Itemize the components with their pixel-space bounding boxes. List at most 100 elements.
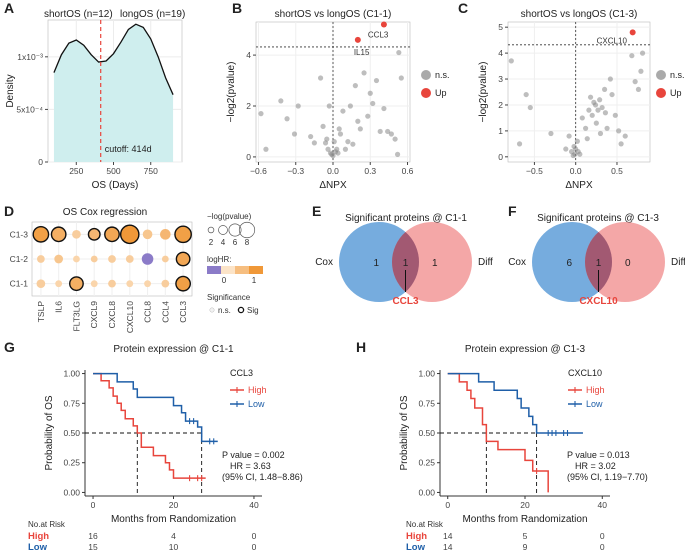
density-area [53,24,174,162]
ns-point [577,151,583,157]
stat-line: (95% CI, 1.48−8.86) [222,472,303,482]
legend-ns-label: n.s. [670,70,685,80]
column-label: CCL8 [143,301,153,323]
risk-count: 14 [443,542,453,552]
x-tick-label: 0.3 [364,166,376,176]
panel-letter-e: E [312,203,321,219]
cutoff-label: cutoff: 414d [105,144,152,154]
x-axis-label: ΔNPX [319,180,347,191]
y-tick-label: 0.25 [418,458,435,468]
sig-legend-title: Significance [207,293,251,302]
legend-label-low: Low [586,399,603,409]
y-tick-label: 5 [498,22,503,32]
risk-count: 0 [600,542,605,552]
size-legend-circle [238,221,256,239]
ns-point [587,94,594,100]
x-tick-label: 20 [520,500,530,510]
risk-count: 0 [252,531,257,541]
row-label: C1-3 [10,229,29,239]
ns-point [516,141,523,147]
x-tick-label: 0 [91,500,96,510]
ns-point [595,107,601,113]
risk-count: 9 [523,542,528,552]
ns-point [574,138,580,144]
panel-letter-h: H [356,339,366,355]
ns-point [548,130,554,137]
stat-line: P value = 0.002 [222,450,285,460]
bubble [108,279,116,288]
ns-point [618,141,624,147]
ns-point [355,118,361,124]
bubble [55,280,63,288]
legend-up-swatch [656,88,666,98]
risk-count: 5 [523,531,528,541]
x-axis-label: Months from Randomization [462,514,587,525]
bubble [90,255,98,263]
x-tick-label: 40 [249,500,259,510]
y-tick-label: 0 [38,157,43,167]
venn-c1-3: Significant proteins @ C1-3 Cox Diff 6 1 0 CXC… [508,213,685,307]
y-axis-label: Density [5,74,16,107]
ns-point [593,120,599,126]
color-legend-mid [235,266,249,274]
column-label: CXCL9 [89,301,99,329]
ns-point [325,146,331,152]
legend-label-low: Low [248,399,265,409]
ns-point [635,86,642,93]
size-legend-circle [218,225,228,235]
risk-row-label: Low [28,542,48,553]
color-legend-zero [221,266,235,274]
ns-point [396,49,402,56]
y-tick-label: 4 [498,48,503,58]
km-curve-high [93,372,206,479]
column-label: TSLP [36,301,46,323]
bubble [125,255,134,263]
y-axis-label: Probability of OS [399,395,410,470]
ns-point [607,76,613,82]
km-title: Protein expression @ C1-1 [113,344,234,355]
ns-point [370,100,376,107]
sig-legend-ns [209,307,215,313]
density-line [53,23,174,95]
ns-point [638,68,644,74]
risk-count: 0 [600,531,605,541]
bubble [160,229,171,240]
venn-highlight: CXCL10 [579,296,618,307]
y-tick-label: 5x10⁻⁴ [16,104,43,114]
bubble [175,251,191,267]
venn-title: Significant proteins @ C1-1 [345,213,467,224]
ns-point [388,131,394,137]
ns-point [345,139,351,145]
ns-point [584,136,590,142]
legend-up-label: Up [670,88,682,98]
ns-point [601,86,608,93]
legend-ns-label: n.s. [435,70,450,80]
ns-point [308,133,314,140]
size-legend-label: 4 [221,238,226,247]
y-tick-label: 1x10⁻³ [17,52,43,62]
panel-letter-g: G [4,339,15,355]
bubble [161,255,169,263]
ns-point [592,102,599,108]
venn-highlight: CCL3 [392,296,419,307]
risk-count: 14 [443,531,453,541]
ns-point [589,112,595,118]
color-legend-one [249,266,263,274]
ns-point [291,131,298,137]
x-tick-label: 0.0 [570,166,582,176]
panel-letter-a: A [4,0,14,16]
ns-point [604,125,610,131]
y-tick-label: 0.75 [418,398,435,408]
ns-point [616,128,622,134]
bubble [161,279,170,288]
size-legend-label: 6 [233,238,238,247]
km-title: Protein expression @ C1-3 [465,344,586,355]
venn-right-label: Diff [671,257,685,268]
bubble [87,227,101,241]
plot-area [507,21,651,163]
sig-legend-sig [237,306,245,314]
venn-c1-1: Significant proteins @ C1-1 Cox Diff 1 1 1 CCL… [315,213,493,307]
x-tick-label: 0 [445,500,450,510]
venn-left-count: 1 [373,258,379,269]
